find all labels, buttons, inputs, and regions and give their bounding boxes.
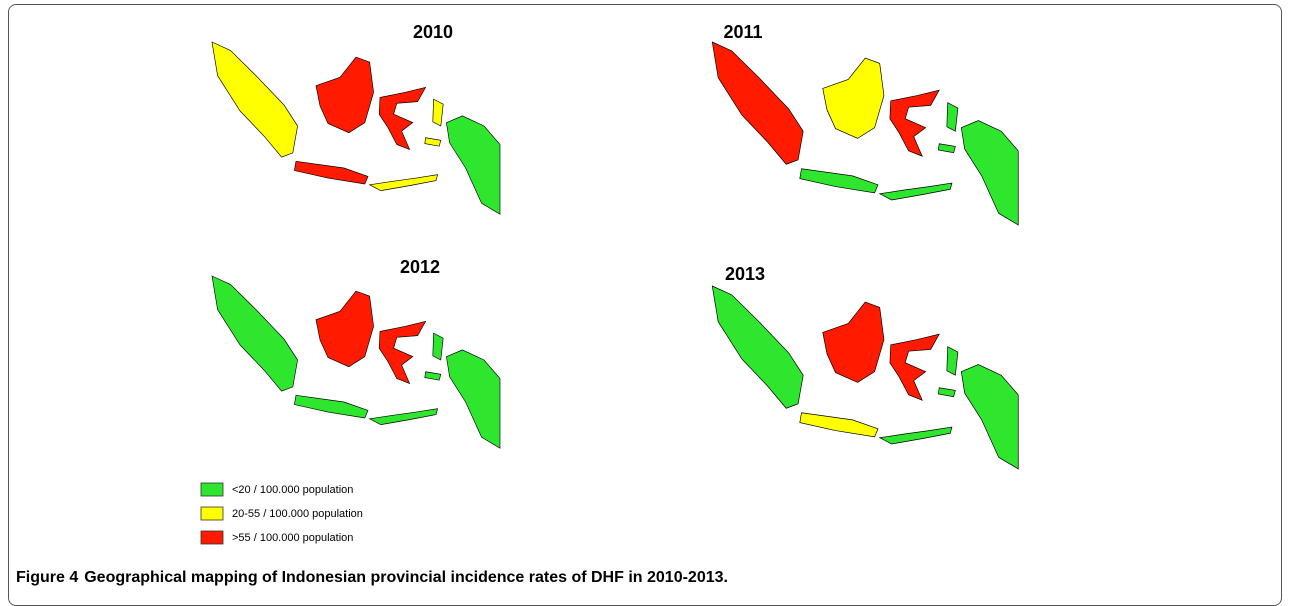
map: [712, 286, 1018, 469]
region: [947, 347, 958, 376]
region: [938, 388, 955, 397]
region: [712, 42, 803, 164]
region: [947, 103, 958, 132]
region: [425, 138, 441, 146]
region: [938, 144, 955, 153]
region: [800, 169, 878, 193]
region: [800, 413, 878, 437]
region: [961, 121, 1018, 225]
region: [446, 350, 500, 448]
region: [433, 333, 443, 360]
region: [890, 334, 939, 400]
region: [425, 372, 441, 380]
region: [712, 286, 803, 408]
region: [316, 291, 374, 367]
region: [379, 321, 425, 383]
region: [880, 427, 952, 444]
map: [712, 42, 1018, 225]
panel-title: 2012: [400, 257, 440, 277]
caption-text: Geographical mapping of Indonesian provi…: [84, 569, 728, 586]
region: [823, 58, 884, 138]
panel-title: 2011: [723, 22, 762, 42]
panel-title: 2013: [725, 264, 765, 284]
region: [294, 161, 368, 184]
legend-label: 20-55 / 100.000 population: [232, 508, 363, 520]
panel-title: 2010: [413, 22, 453, 42]
region: [212, 42, 298, 157]
region: [433, 99, 443, 126]
region: [316, 57, 374, 133]
page: {"panels": [{"title": "2010"}, {"title":…: [0, 0, 1290, 593]
map: [212, 276, 500, 448]
legend-label: >55 / 100.000 population: [232, 532, 353, 544]
region: [212, 276, 298, 391]
region: [446, 116, 500, 214]
map: [212, 42, 500, 214]
region: [379, 87, 425, 149]
legend-swatch: [201, 507, 223, 520]
region: [370, 175, 438, 191]
legend-swatch: [201, 531, 223, 544]
region: [823, 302, 884, 382]
region: [880, 183, 952, 200]
caption: Figure 4 Geographical mapping of Indonesi…: [16, 569, 728, 586]
region: [890, 90, 939, 156]
region: [294, 395, 368, 418]
region: [961, 365, 1018, 469]
legend-label: <20 / 100.000 population: [232, 484, 353, 496]
region: [370, 409, 438, 425]
figure: Figure 4 Geographical mapping of Indonesi…: [0, 0, 1290, 593]
caption-label: Figure 4: [16, 569, 78, 586]
legend-swatch: [201, 483, 223, 496]
